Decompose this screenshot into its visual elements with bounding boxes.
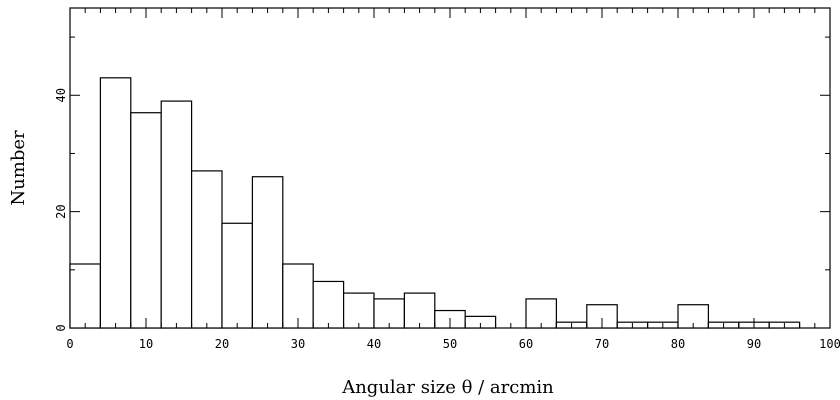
- histogram-bar: [251, 176, 284, 329]
- x-tick-label: 10: [139, 337, 153, 351]
- histogram-bar: [343, 292, 375, 329]
- histogram-bar: [99, 77, 132, 329]
- histogram-bar: [130, 112, 162, 329]
- x-tick-label: 20: [215, 337, 229, 351]
- y-tick-label: 40: [54, 88, 68, 102]
- histogram-bar: [191, 170, 223, 329]
- y-axis-label: Number: [8, 130, 29, 206]
- x-tick-label: 80: [671, 337, 685, 351]
- x-tick-label: 30: [291, 337, 305, 351]
- x-tick-label: 90: [747, 337, 761, 351]
- y-tick-label: 0: [54, 324, 68, 331]
- x-tick-label: 70: [595, 337, 609, 351]
- x-axis-label: Angular size θ / arcmin: [341, 377, 554, 398]
- bars-group: [69, 77, 801, 329]
- histogram-bar: [312, 280, 345, 329]
- histogram-bar: [160, 100, 193, 329]
- histogram-bar: [403, 292, 436, 329]
- x-tick-label: 60: [519, 337, 533, 351]
- ticks-group: [69, 8, 831, 329]
- x-tick-label: 40: [367, 337, 381, 351]
- histogram-bar: [69, 263, 101, 329]
- tick-labels-group: 0 10 20 30 40 50 60 70 80 90 100 0 20 40: [54, 88, 840, 351]
- histogram-bar: [221, 222, 253, 329]
- x-tick-label: 0: [66, 337, 73, 351]
- x-tick-label: 100: [819, 337, 840, 351]
- x-tick-label: 50: [443, 337, 457, 351]
- y-tick-label: 20: [54, 204, 68, 218]
